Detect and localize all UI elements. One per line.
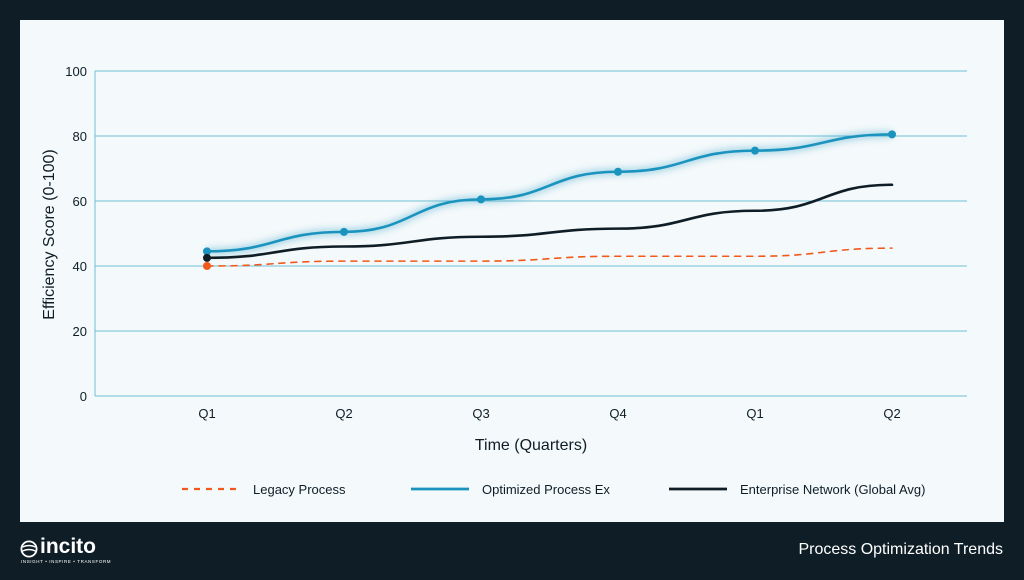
data-point-optimized-process-ex: [888, 130, 896, 139]
y-tick-label: 40: [73, 259, 87, 274]
x-tick-label: Q2: [883, 406, 900, 421]
data-point-optimized-process-ex: [340, 227, 348, 236]
globe-icon: [20, 540, 38, 558]
y-tick-label: 0: [80, 389, 87, 404]
data-point-legacy-process: [203, 262, 211, 270]
x-tick-label: Q3: [472, 406, 489, 421]
y-tick-label: 60: [73, 194, 87, 209]
x-tick-label: Q1: [746, 406, 763, 421]
brand-logo: incito INSIGHT • INSPIRE • TRANSFORM: [20, 535, 130, 568]
series-line-enterprise-network-global-avg: [205, 183, 894, 260]
y-tick-label: 20: [73, 324, 87, 339]
legend-label-legacy-process: Legacy Process: [253, 482, 346, 497]
brand-tagline: INSIGHT • INSPIRE • TRANSFORM: [21, 559, 112, 564]
x-tick-label: Q4: [609, 406, 626, 421]
data-point-optimized-process-ex: [614, 167, 622, 176]
page-title: Process Optimization Trends: [798, 541, 1003, 558]
line-chart: 0 20 40 60 80 100 Q1 Q2 Q3 Q4 Q1 Q2 Time (Quarters) E…: [41, 64, 967, 497]
y-tick-label: 80: [73, 129, 87, 144]
x-tick-label: Q2: [335, 406, 352, 421]
series-line-legacy-process: [206, 247, 893, 267]
y-tick-label: 100: [65, 64, 87, 79]
data-point-optimized-process-ex: [203, 247, 211, 256]
chart-panel: 0 20 40 60 80 100 Q1 Q2 Q3 Q4 Q1 Q2 Time (Quarters) E…: [20, 20, 1004, 522]
data-point-optimized-process-ex: [751, 146, 759, 155]
data-point-optimized-process-ex: [477, 195, 485, 204]
legend-label-enterprise-network-global-avg: Enterprise Network (Global Avg): [740, 482, 925, 497]
series-line-optimized-process-ex: [205, 133, 894, 253]
brand-name: incito: [40, 535, 96, 558]
legend-label-optimized-process-ex: Optimized Process Ex: [482, 482, 610, 497]
data-point-enterprise-network-global-avg: [203, 253, 211, 262]
y-axis-title: Efficiency Score (0-100): [41, 149, 58, 319]
x-tick-label: Q1: [198, 406, 215, 421]
x-axis-title: Time (Quarters): [475, 437, 587, 454]
